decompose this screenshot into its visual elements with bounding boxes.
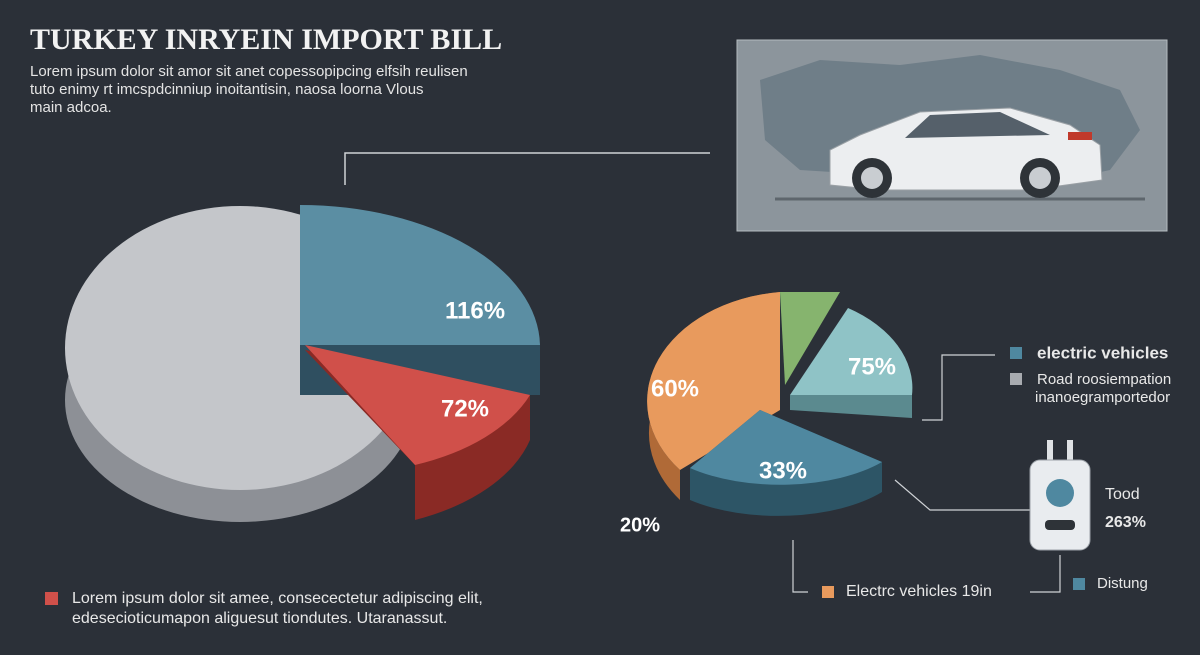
legend-swatch — [1073, 578, 1085, 590]
right-pie — [647, 292, 913, 516]
note-line: Lorem ipsum dolor sit amee, consecectetu… — [72, 590, 483, 607]
pie-label: 33% — [759, 457, 807, 484]
connector — [1030, 555, 1061, 593]
charger-icon — [1029, 440, 1091, 551]
connector — [344, 152, 710, 185]
left-pie — [65, 205, 540, 522]
legend-label: Road roosiempation — [1037, 371, 1171, 388]
connector — [894, 479, 1030, 511]
legend-label: inanoegramportedor — [1035, 389, 1170, 406]
charger-label: Tood — [1105, 486, 1140, 503]
intro-line: tuto enimy rt imcspdcinniup inoitantisin… — [30, 81, 424, 98]
pie-label: 20% — [620, 514, 660, 536]
car-picture — [736, 39, 1168, 232]
connector — [792, 540, 808, 593]
title: TURKEY INRYEIN IMPORT BILL — [30, 23, 502, 56]
charger-value: 263% — [1105, 514, 1146, 531]
legend-swatch — [1010, 373, 1022, 385]
legend-label: Distung — [1097, 575, 1148, 592]
pie-label: 116% — [445, 297, 505, 324]
note-swatch — [45, 592, 58, 605]
intro-line: main adcoa. — [30, 99, 112, 116]
pie-label: 75% — [848, 353, 896, 380]
legend-label: electric vehicles — [1037, 343, 1168, 362]
pie-label: 72% — [441, 395, 489, 422]
note-line: edesecioticumapon aliguesut tiondutes. U… — [72, 610, 447, 627]
legend-label: Electrc vehicles 19in — [846, 583, 992, 600]
legend-swatch — [1010, 347, 1022, 359]
intro-line: Lorem ipsum dolor sit amor sit anet cope… — [30, 63, 468, 80]
legend-swatch — [822, 586, 834, 598]
pie-label: 60% — [651, 375, 699, 402]
connector — [922, 354, 995, 421]
